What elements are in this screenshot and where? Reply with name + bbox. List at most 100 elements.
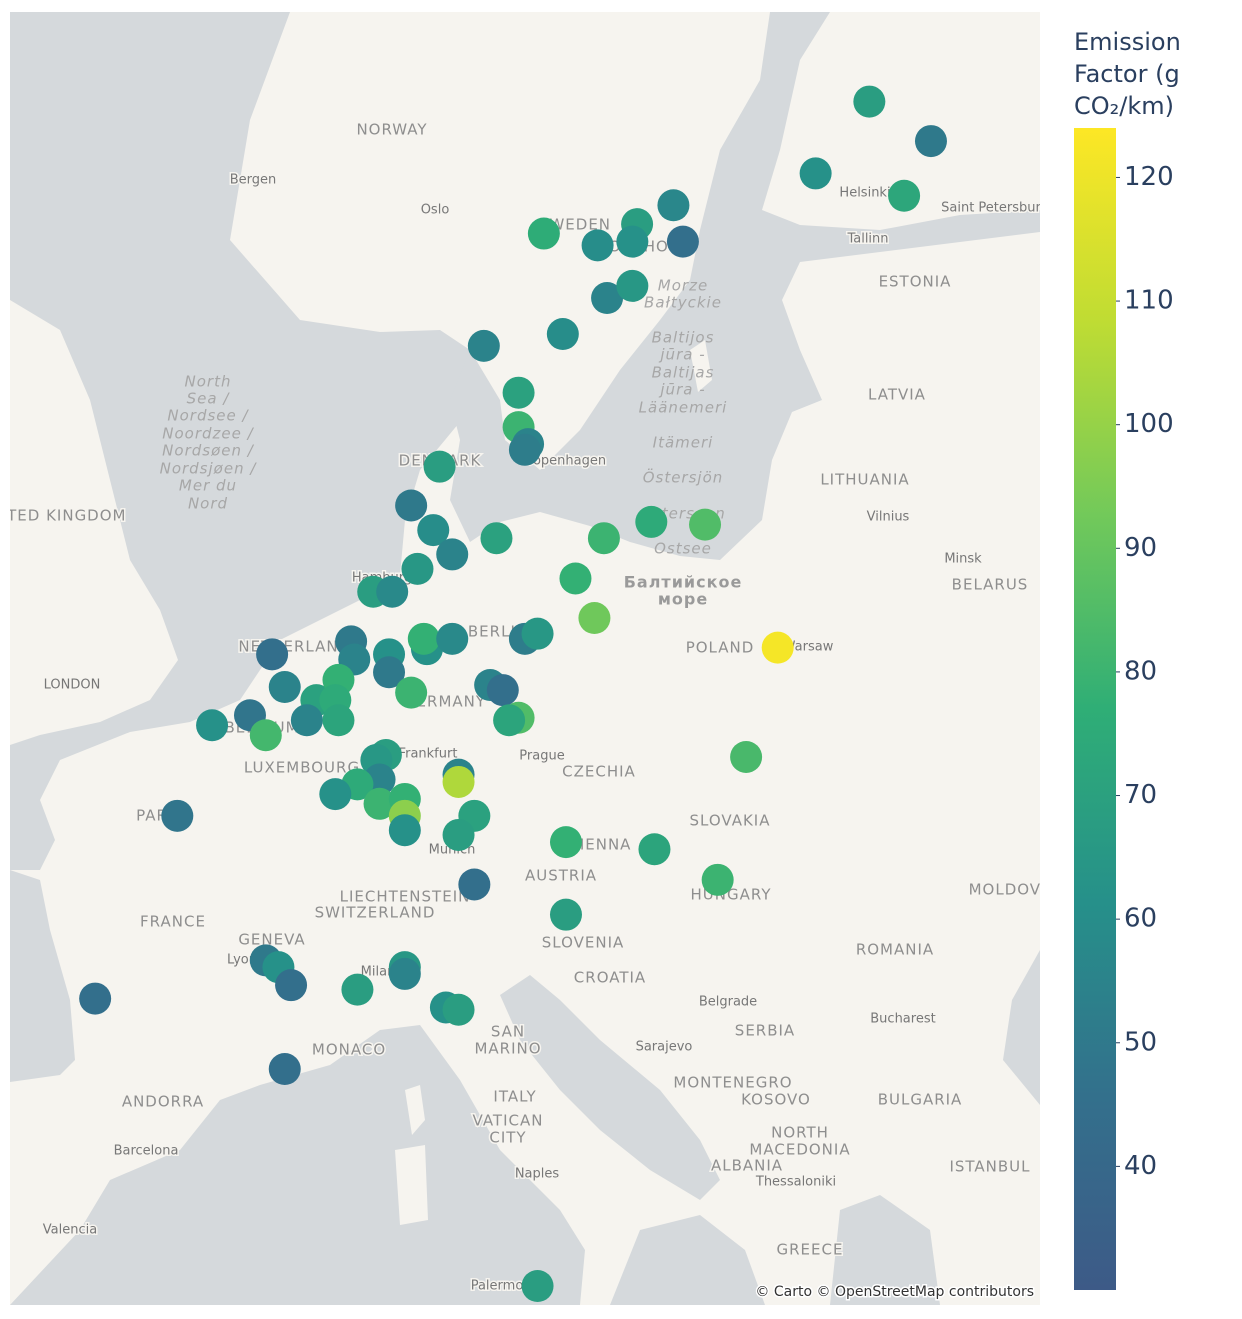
country-label: MOLDOVA bbox=[969, 881, 1052, 899]
sea-label: Балтийское bbox=[624, 573, 743, 592]
corsica bbox=[395, 1085, 428, 1225]
data-point bbox=[888, 179, 921, 212]
data-point bbox=[436, 622, 469, 655]
country-label: POLAND bbox=[686, 639, 755, 657]
sea-label: Noordzee / bbox=[162, 425, 254, 443]
city-label: Warsaw bbox=[783, 640, 834, 655]
sea-label: море bbox=[658, 590, 708, 609]
city-label: Saint Petersburg bbox=[941, 201, 1049, 216]
country-label: SLOVENIA bbox=[542, 934, 625, 952]
data-point bbox=[761, 631, 794, 664]
colorbar-tick-label: 70 bbox=[1124, 780, 1157, 810]
country-label: VATICAN bbox=[473, 1112, 544, 1130]
place-labels: NORWAYBergenOsloSWEDENSTOCKHOLMHelsinkiS… bbox=[0, 119, 1052, 1295]
sea-label: Morze bbox=[658, 277, 708, 295]
data-point bbox=[616, 225, 649, 258]
colorbar-tick-label: 40 bbox=[1124, 1151, 1157, 1181]
data-point bbox=[635, 505, 668, 538]
data-point bbox=[657, 189, 690, 222]
data-point bbox=[730, 740, 763, 773]
data-point bbox=[689, 508, 722, 541]
data-point bbox=[467, 329, 500, 362]
data-point bbox=[341, 973, 374, 1006]
data-point bbox=[559, 562, 592, 595]
country-label: MONACO bbox=[312, 1041, 386, 1059]
country-label: MONTENEGRO bbox=[673, 1074, 792, 1092]
data-point bbox=[401, 552, 434, 585]
country-label: GREECE bbox=[777, 1241, 844, 1259]
sea-label: Nordsøen / bbox=[162, 442, 255, 460]
city-label: Valencia bbox=[43, 1223, 97, 1238]
city-label: Sarajevo bbox=[636, 1040, 693, 1055]
sea-label: Nordsee / bbox=[167, 407, 249, 425]
data-point bbox=[581, 229, 614, 262]
data-point bbox=[442, 765, 475, 798]
country-label: ANDORRA bbox=[122, 1093, 204, 1111]
city-label: Lyon bbox=[227, 953, 257, 968]
city-label: Naples bbox=[515, 1167, 560, 1182]
city-label: Bergen bbox=[230, 173, 277, 188]
data-point bbox=[395, 489, 428, 522]
data-point bbox=[493, 704, 526, 737]
colorbar-title: Emission Factor (g CO₂/km) bbox=[1074, 28, 1181, 120]
country-label: ESTONIA bbox=[879, 273, 952, 291]
colorbar-tick-label: 50 bbox=[1124, 1027, 1157, 1057]
country-label: ALBANIA bbox=[711, 1157, 783, 1175]
data-point bbox=[256, 638, 289, 671]
country-label: LITHUANIA bbox=[820, 471, 909, 489]
data-point bbox=[275, 969, 308, 1002]
data-point bbox=[701, 863, 734, 896]
sea-label: Itämeri bbox=[653, 434, 714, 452]
city-label: Vilnius bbox=[867, 510, 910, 525]
city-label: Belgrade bbox=[699, 995, 757, 1010]
colorbar-tick-label: 90 bbox=[1124, 533, 1157, 563]
colorbar-tick-label: 100 bbox=[1124, 409, 1174, 439]
data-point bbox=[388, 814, 421, 847]
country-label: AUSTRIA bbox=[525, 867, 597, 885]
data-point bbox=[319, 778, 352, 811]
data-point bbox=[395, 676, 428, 709]
data-point bbox=[268, 671, 301, 704]
city-label: Copenhagen bbox=[524, 454, 606, 469]
data-point bbox=[423, 450, 456, 483]
country-label: ISTANBUL bbox=[949, 1158, 1030, 1176]
sea-label: Nord bbox=[188, 495, 228, 513]
country-label: CZECHIA bbox=[562, 763, 636, 781]
country-label: VIENNA bbox=[569, 836, 632, 854]
data-point bbox=[442, 818, 475, 851]
country-label: MACEDONIA bbox=[749, 1141, 850, 1159]
sea-label: North bbox=[185, 373, 232, 391]
colorbar-tick-label: 110 bbox=[1124, 286, 1174, 316]
city-label: Milan bbox=[361, 965, 396, 980]
data-point bbox=[480, 522, 513, 555]
data-point bbox=[363, 787, 396, 820]
city-label: Minsk bbox=[944, 552, 982, 567]
country-label: UNITED KINGDOM bbox=[0, 507, 127, 525]
city-label: Bucharest bbox=[870, 1012, 935, 1027]
data-point bbox=[591, 282, 624, 315]
data-point bbox=[549, 898, 582, 931]
country-label: LUXEMBOURG bbox=[244, 759, 360, 777]
adriatic bbox=[500, 975, 720, 1200]
country-label: SWITZERLAND bbox=[315, 904, 436, 922]
data-point bbox=[436, 538, 469, 571]
data-point bbox=[407, 622, 440, 655]
sea-label: Ostsee bbox=[654, 540, 712, 558]
city-label: LONDON bbox=[44, 678, 101, 693]
data-point bbox=[578, 602, 611, 635]
black-sea bbox=[1003, 950, 1040, 1105]
city-label: Oslo bbox=[421, 203, 450, 218]
country-label: MARINO bbox=[474, 1040, 541, 1058]
baltic-sea bbox=[450, 12, 1040, 560]
colorbar bbox=[1074, 128, 1116, 1290]
colorbar-ticks: 40 50 60 70 80 90 100 110 120 bbox=[1116, 162, 1174, 1181]
data-point bbox=[249, 719, 282, 752]
data-point bbox=[502, 376, 535, 409]
britain bbox=[10, 300, 178, 745]
country-label: FRANCE bbox=[140, 913, 206, 931]
data-point bbox=[161, 799, 194, 832]
city-label: Barcelona bbox=[114, 1144, 179, 1159]
gotland bbox=[690, 340, 712, 392]
country-label: BELARUS bbox=[952, 576, 1029, 594]
